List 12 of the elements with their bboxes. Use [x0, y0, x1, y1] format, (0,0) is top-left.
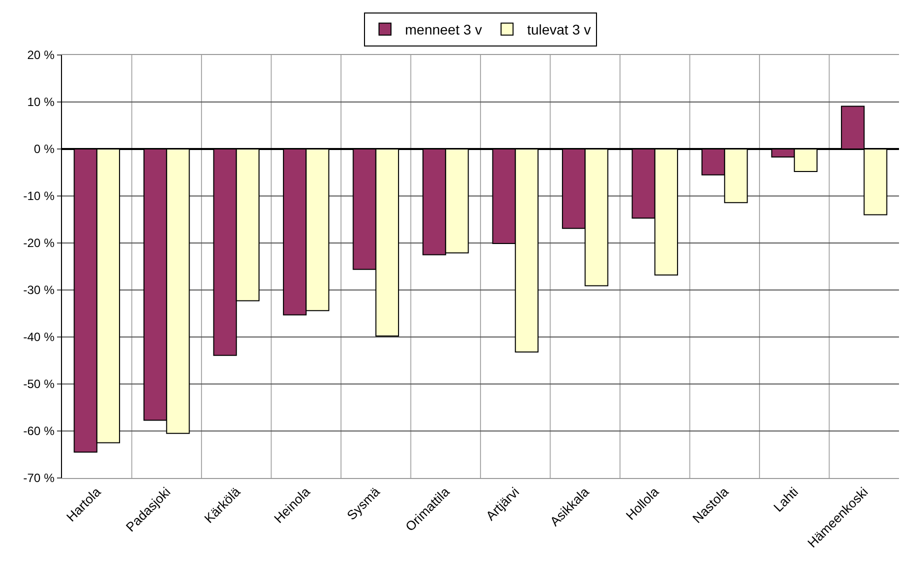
legend-label: tulevat 3 v — [527, 22, 591, 38]
y-tick-label: -30 % — [23, 283, 55, 298]
y-tick-label: 0 % — [34, 142, 55, 156]
y-tick-label: -50 % — [23, 377, 55, 392]
y-tick-label: 10 % — [27, 95, 55, 110]
y-tick-label: -20 % — [23, 236, 55, 250]
y-tick-label: -70 % — [23, 471, 55, 486]
y-tick-label: -40 % — [23, 330, 55, 344]
y-tick-label: -60 % — [23, 424, 55, 438]
y-tick-label: -10 % — [23, 189, 55, 204]
y-tick-label: 20 % — [27, 48, 55, 62]
legend-label: menneet 3 v — [405, 22, 482, 38]
